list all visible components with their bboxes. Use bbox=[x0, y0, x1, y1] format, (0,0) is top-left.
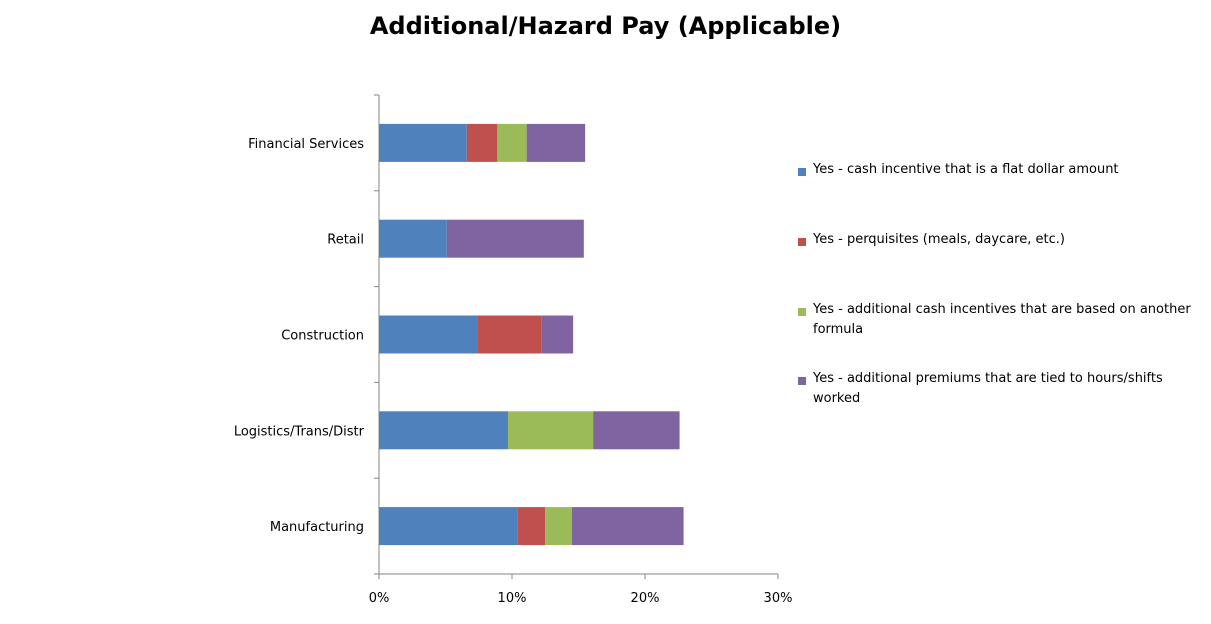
bar-segment-4 bbox=[593, 411, 680, 450]
bar-segment-3 bbox=[508, 411, 594, 450]
legend-item: Yes - perquisites (meals, daycare, etc.) bbox=[798, 230, 1198, 250]
y-tick-label: Retail bbox=[327, 233, 364, 248]
bar-segment-1 bbox=[379, 411, 509, 450]
bar-segment-4 bbox=[541, 315, 574, 354]
legend-item: Yes - additional premiums that are tied … bbox=[798, 369, 1198, 409]
legend-label: Yes - cash incentive that is a flat doll… bbox=[813, 162, 1119, 177]
bar-segment-4 bbox=[526, 123, 586, 162]
bar-segment-4 bbox=[571, 507, 684, 546]
bar-segment-2 bbox=[466, 123, 498, 162]
x-tick-label: 30% bbox=[764, 591, 793, 606]
legend-label: Yes - additional premiums that are tied … bbox=[813, 371, 1163, 406]
bar-segment-2 bbox=[517, 507, 546, 546]
legend-swatch bbox=[798, 377, 806, 385]
bar-segment-4 bbox=[446, 219, 584, 258]
chart-title: Additional/Hazard Pay (Applicable) bbox=[369, 12, 842, 40]
x-tick-label: 0% bbox=[369, 591, 390, 606]
bar-segment-2 bbox=[477, 315, 542, 354]
bars bbox=[379, 123, 684, 546]
legend-swatch bbox=[798, 238, 806, 246]
legend-label: Yes - additional cash incentives that ar… bbox=[813, 302, 1191, 337]
y-tick-label: Financial Services bbox=[248, 137, 364, 152]
legend-item: Yes - additional cash incentives that ar… bbox=[798, 300, 1198, 340]
bar-segment-1 bbox=[379, 123, 467, 162]
legend-label: Yes - perquisites (meals, daycare, etc.) bbox=[813, 232, 1065, 247]
bar-segment-3 bbox=[497, 123, 527, 162]
x-tick-label: 20% bbox=[631, 591, 660, 606]
bar-segment-1 bbox=[379, 315, 478, 354]
y-tick-label: Manufacturing bbox=[270, 520, 364, 535]
legend-swatch bbox=[798, 168, 806, 176]
x-tick-label: 10% bbox=[498, 591, 527, 606]
legend-swatch bbox=[798, 308, 806, 316]
bar-segment-3 bbox=[545, 507, 572, 546]
tick-labels: 0% 10% 20% 30% Financial Services Retail Const… bbox=[234, 137, 793, 606]
y-tick-label: Construction bbox=[281, 329, 364, 344]
legend-item: Yes - cash incentive that is a flat doll… bbox=[798, 160, 1198, 180]
bar-segment-1 bbox=[379, 507, 518, 546]
bar-segment-1 bbox=[379, 219, 447, 258]
y-tick-label: Logistics/Trans/Distr bbox=[234, 424, 365, 439]
